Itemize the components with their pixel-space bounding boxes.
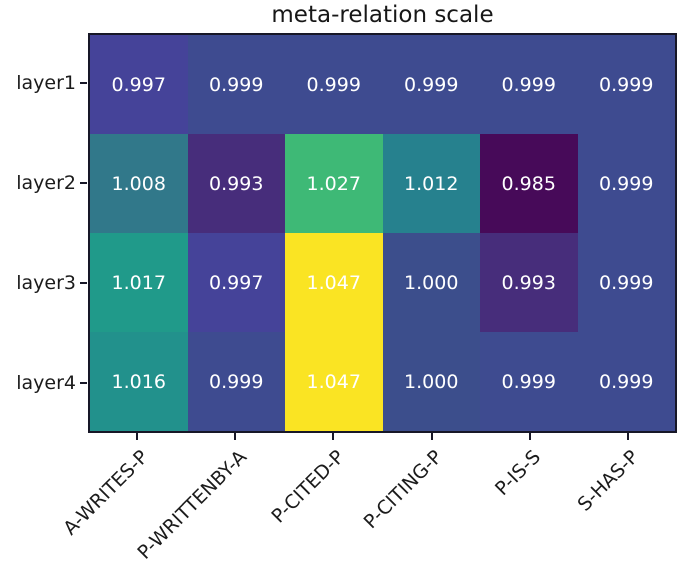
- chart-title: meta-relation scale: [271, 2, 494, 28]
- cell-value: 1.017: [111, 271, 166, 294]
- heatmap-cell: 0.999: [480, 35, 578, 134]
- cell-value: 1.000: [404, 271, 459, 294]
- heatmap-cell: 1.008: [90, 134, 188, 233]
- heatmap-cell: 0.999: [382, 35, 480, 134]
- heatmap-cell: 0.999: [285, 35, 383, 134]
- heatmap-cell: 0.993: [480, 233, 578, 332]
- cell-value: 0.997: [111, 73, 166, 96]
- cell-value: 1.047: [306, 370, 361, 393]
- cell-value: 0.999: [599, 370, 654, 393]
- y-tick-label: layer1: [16, 72, 76, 94]
- cell-value: 0.999: [501, 370, 556, 393]
- heatmap-cell: 1.017: [90, 233, 188, 332]
- heatmap-cell: 1.012: [382, 134, 480, 233]
- cell-value: 0.993: [501, 271, 556, 294]
- heatmap-cell: 1.016: [90, 332, 188, 431]
- heatmap-cell: 0.999: [577, 35, 675, 134]
- cell-value: 0.993: [209, 172, 264, 195]
- cell-value: 0.999: [209, 370, 264, 393]
- heatmap-cell: 0.999: [577, 332, 675, 431]
- x-tick-label: P-CITING-P: [360, 446, 448, 534]
- cell-value: 0.999: [599, 172, 654, 195]
- cell-value: 1.000: [404, 370, 459, 393]
- y-tick-label: layer2: [16, 172, 76, 194]
- x-tick-mark: [136, 433, 139, 440]
- cell-value: 1.027: [306, 172, 361, 195]
- x-tick-mark: [234, 433, 237, 440]
- cell-value: 0.999: [209, 73, 264, 96]
- x-tick-label: S-HAS-P: [573, 446, 644, 516]
- heatmap-plot-area: 0.997 0.999 0.999 0.999 0.999 0.999 1.008 0.993…: [88, 33, 677, 433]
- y-tick-mark: [80, 282, 87, 284]
- cell-value: 0.999: [501, 73, 556, 96]
- y-tick-label: layer4: [16, 372, 76, 394]
- x-tick-mark: [626, 433, 629, 440]
- heatmap-cell: 1.047: [285, 332, 383, 431]
- heatmap-cell: 0.993: [187, 134, 285, 233]
- cell-value: 1.047: [306, 271, 361, 294]
- x-tick-mark: [332, 433, 335, 440]
- y-tick-mark: [80, 182, 87, 184]
- heatmap-cell: 1.027: [285, 134, 383, 233]
- cell-value: 1.016: [111, 370, 166, 393]
- heatmap-cell: 0.999: [577, 233, 675, 332]
- heatmap-cell: 0.997: [187, 233, 285, 332]
- x-tick-label: P-IS-S: [491, 446, 546, 501]
- cell-value: 0.999: [599, 271, 654, 294]
- cell-value: 0.999: [306, 73, 361, 96]
- y-tick-mark: [80, 82, 87, 84]
- x-tick-mark: [430, 433, 433, 440]
- cell-value: 0.985: [501, 172, 556, 195]
- heatmap-cell: 0.985: [480, 134, 578, 233]
- heatmap-cell: 0.999: [577, 134, 675, 233]
- heatmap-cell: 0.999: [480, 332, 578, 431]
- x-tick-mark: [528, 433, 531, 440]
- heatmap-cell: 1.047: [285, 233, 383, 332]
- heatmap-cell: 1.000: [382, 332, 480, 431]
- cell-value: 0.997: [209, 271, 264, 294]
- cell-value: 1.012: [404, 172, 459, 195]
- cell-value: 1.008: [111, 172, 166, 195]
- heatmap-cell: 0.999: [187, 35, 285, 134]
- heatmap-cell: 0.997: [90, 35, 188, 134]
- y-tick-label: layer3: [16, 272, 76, 294]
- x-tick-label: P-CITED-P: [267, 446, 349, 528]
- x-tick-label: A-WRITES-P: [59, 446, 153, 540]
- heatmap-cell: 0.999: [187, 332, 285, 431]
- y-tick-mark: [80, 382, 87, 384]
- cell-value: 0.999: [404, 73, 459, 96]
- heatmap-cell: 1.000: [382, 233, 480, 332]
- cell-value: 0.999: [599, 73, 654, 96]
